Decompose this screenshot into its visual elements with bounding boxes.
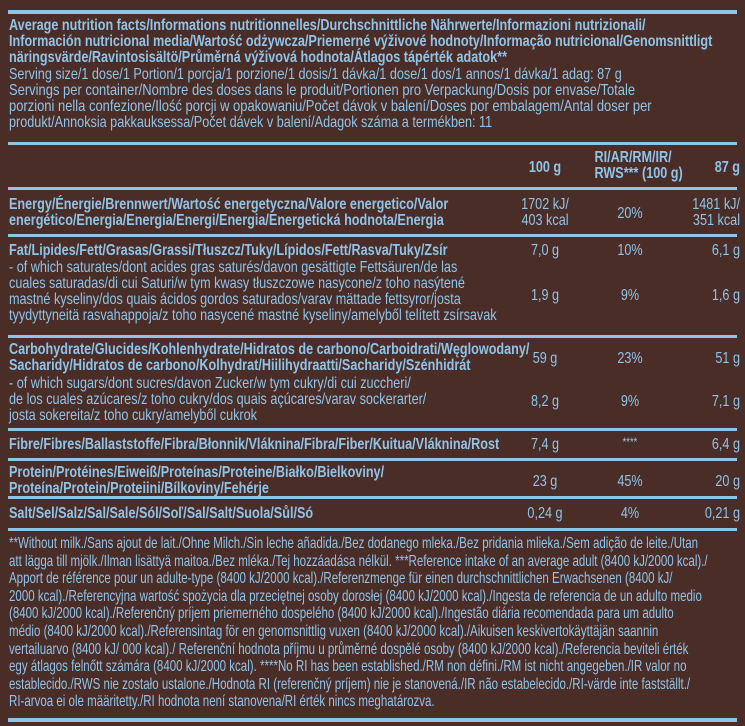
- divider: [8, 335, 737, 338]
- salt-serving: 0,21 g: [704, 505, 740, 522]
- fibre-label: Fibre/Fibres/Ballaststoffe/Fibra/Błonnik…: [9, 437, 630, 453]
- footnote-line: vertailuarvo (8400 kJ/ 000 kcal)./ Refer…: [9, 640, 689, 658]
- saturates-100g: 1,9 g: [530, 287, 560, 304]
- col-header-ri-1: RI/AR/RM/IR/: [594, 149, 672, 166]
- label-line: mastné kyseliny/dos quais ácidos gordos …: [9, 291, 461, 308]
- title-line: Información nutricional media/Wartość od…: [9, 33, 713, 50]
- label-line: Protein/Protéines/Eiweiß/Proteínas/Prote…: [9, 464, 385, 481]
- fibre-100g: 7,4 g: [530, 436, 560, 453]
- title-line: näringsvärde/Ravintosisältö/Průměrná výž…: [9, 49, 508, 66]
- label-line: energético/Energia/Energia/Energi/Energi…: [9, 212, 444, 229]
- energy-100g-kcal: 403 kcal: [521, 212, 569, 229]
- label-line: josta sokereita/z toho cukry/amelyből cu…: [9, 407, 257, 424]
- fat-label: Fat/Lipides/Fett/Grasas/Grassi/Tłuszcz/T…: [9, 243, 564, 259]
- label-line: Carbohydrate/Glucides/Kohlenhydrate/Hidr…: [9, 341, 530, 358]
- salt-ri: 4%: [620, 505, 640, 522]
- footnote-line: egy átlagos felnőtt számára (8400 kJ/200…: [9, 658, 687, 676]
- saturates-label: - of which saturates/dont acides gras sa…: [9, 260, 626, 324]
- serving-line: produkt/Annoksia pakkauksessa/Počet dáve…: [9, 114, 493, 131]
- sugars-serving: 7,1 g: [711, 393, 740, 410]
- footnote-line: establecido./RWS nie zostało ustalone./H…: [9, 675, 691, 693]
- footnotes: **Without milk./Sans ajout de lait./Ohne…: [9, 535, 745, 711]
- footnote-line: médio (8400 kJ/2000 kcal)./Referensintag…: [9, 622, 659, 640]
- divider: [8, 458, 737, 461]
- serving-line: Serving size/1 dose/1 Portion/1 porcja/1…: [9, 66, 622, 83]
- sugars-ri: 9%: [620, 393, 640, 410]
- divider: [8, 528, 737, 531]
- carbs-label: Carbohydrate/Glucides/Kohlenhydrate/Hidr…: [9, 342, 668, 374]
- label-line: Proteína/Protein/Proteiini/Bílkoviny/Feh…: [9, 480, 269, 497]
- label-line: - of which sugars/dont sucres/davon Zuck…: [9, 375, 411, 392]
- fibre-serving: 6,4 g: [711, 436, 740, 453]
- title-line: Average nutrition facts/Informations nut…: [9, 17, 646, 34]
- energy-100g-kj: 1702 kJ/: [521, 196, 569, 213]
- protein-100g: 23 g: [532, 473, 558, 490]
- label-line: - of which saturates/dont acides gras sa…: [9, 259, 458, 276]
- footnote-line: (8400 kJ/2000 kcal)./Referenčný príjem p…: [9, 605, 674, 623]
- label-line: Sacharidy/Hidratos de carbono/Kolhydrat/…: [9, 357, 471, 374]
- divider: [8, 496, 737, 499]
- col-header-ri-2: RWS*** (100 g): [594, 165, 683, 182]
- label-line: Fat/Lipides/Fett/Grasas/Grassi/Tłuszcz/T…: [9, 242, 448, 259]
- fat-serving: 6,1 g: [711, 242, 740, 259]
- divider: [8, 142, 737, 145]
- serving-line: porzioni nella confezione/Ilość porcji w…: [9, 98, 652, 115]
- header-title: Average nutrition facts/Informations nut…: [9, 18, 745, 66]
- protein-label: Protein/Protéines/Eiweiß/Proteínas/Prote…: [9, 465, 484, 497]
- divider: [8, 428, 737, 431]
- footnote-line: Apport de référence pour un adulte-type …: [9, 570, 673, 588]
- carbs-ri: 23%: [617, 350, 643, 367]
- footnote-line: **Without milk./Sans ajout de lait./Ohne…: [9, 535, 699, 552]
- footnote-line: att lägga till mjölk./Ilman lisättyä mai…: [9, 552, 708, 570]
- serving-info: Serving size/1 dose/1 Portion/1 porcja/1…: [9, 67, 745, 131]
- top-rule: [8, 10, 737, 14]
- label-line: tyydyttyneitä rasvahappoja/z toho nasyce…: [9, 307, 497, 324]
- label-line: Salt/Sel/Salz/Sal/Sale/Sól/Soľ/Sal/Salt/…: [9, 505, 314, 522]
- label-line: Energy/Énergie/Brennwert/Wartość energet…: [9, 196, 449, 213]
- sugars-label: - of which sugars/dont sucres/davon Zuck…: [9, 376, 537, 424]
- carbs-100g: 59 g: [532, 350, 558, 367]
- divider: [8, 234, 737, 237]
- energy-serving-kj: 1481 kJ/: [692, 196, 740, 213]
- saturates-ri: 9%: [620, 287, 640, 304]
- col-header-87g: 87 g: [714, 159, 740, 176]
- label-line: cuales saturadas/di cui Saturi/w tym kwa…: [9, 275, 465, 292]
- bottom-rule: [8, 718, 737, 722]
- saturates-serving: 1,6 g: [711, 287, 740, 304]
- footnote-line: 2000 kcal)./Referencyjna wartość spożyci…: [9, 587, 702, 605]
- protein-ri: 45%: [617, 473, 643, 490]
- energy-ri: 20%: [617, 205, 643, 222]
- fat-ri: 10%: [617, 242, 643, 259]
- label-line: de los cuales azúcares/z toho cukry/dos …: [9, 391, 427, 408]
- energy-serving-kcal: 351 kcal: [692, 212, 740, 229]
- protein-serving: 20 g: [715, 473, 740, 490]
- energy-label: Energy/Énergie/Brennwert/Wartość energet…: [9, 197, 565, 229]
- fat-100g: 7,0 g: [530, 242, 560, 259]
- salt-label: Salt/Sel/Salz/Sal/Sale/Sól/Soľ/Sal/Salt/…: [9, 506, 394, 522]
- salt-100g: 0,24 g: [527, 505, 563, 522]
- carbs-serving: 51 g: [715, 350, 740, 367]
- serving-line: Servings per container/Nombre des doses …: [9, 82, 636, 99]
- fibre-ri: ****: [622, 435, 638, 449]
- sugars-100g: 8,2 g: [530, 393, 560, 410]
- divider: [8, 187, 737, 190]
- footnote-line: RI-arvoa ei ole määritetty./RI hodnota n…: [9, 693, 435, 711]
- col-header-100g: 100 g: [528, 159, 562, 176]
- label-line: Fibre/Fibres/Ballaststoffe/Fibra/Błonnik…: [9, 436, 500, 453]
